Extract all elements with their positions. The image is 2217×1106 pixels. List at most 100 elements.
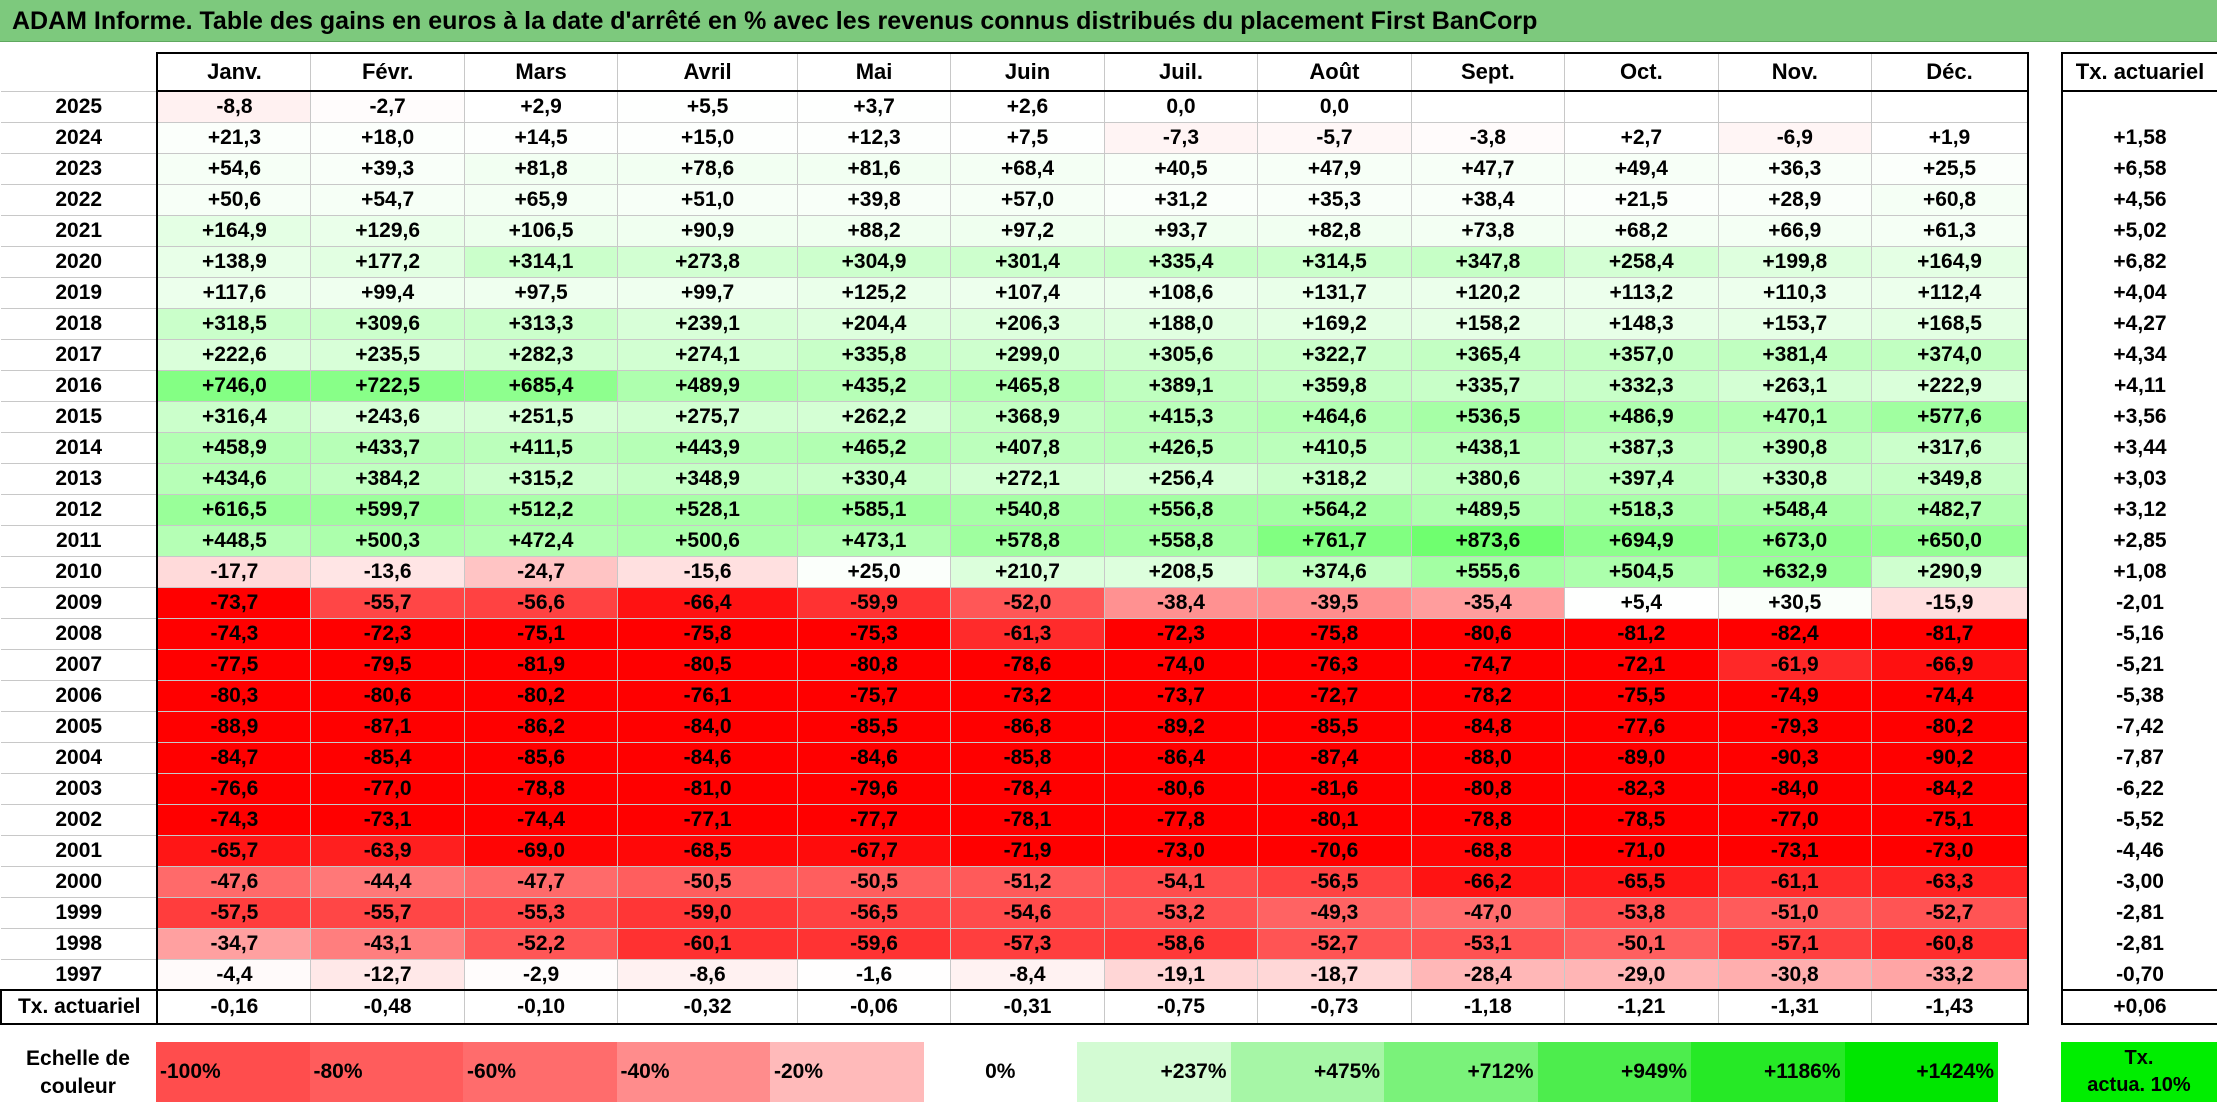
- gain-cell: -90,3: [1717, 741, 1873, 774]
- gain-cell: +673,0: [1717, 524, 1873, 557]
- gain-cell: +335,4: [1103, 245, 1259, 278]
- rate-row: [2061, 91, 2217, 122]
- gain-cell: +368,9: [950, 400, 1105, 433]
- rate-cell: -5,52: [2061, 804, 2217, 835]
- month-header: Juil.: [1103, 52, 1259, 92]
- rate-cell: +5,02: [2061, 215, 2217, 246]
- gain-cell: +153,7: [1717, 307, 1873, 340]
- gain-cell: +49,4: [1564, 152, 1719, 185]
- gain-cell: -80,5: [617, 648, 798, 681]
- year-label: 2007: [1, 648, 159, 681]
- color-scale-cell: +1424%: [1844, 1042, 1998, 1102]
- rate-row: -5,52: [2061, 804, 2217, 835]
- rate-row: +1,58: [2061, 122, 2217, 153]
- gain-cell: -72,1: [1564, 648, 1719, 681]
- month-header: Août: [1257, 52, 1412, 92]
- rate-cell: +4,27: [2061, 308, 2217, 339]
- gain-cell: +512,2: [463, 493, 619, 526]
- table-row: 2010 -17,7 -13,6 -24,7 -15,6 +25,0 +210,7 +208,…: [1, 555, 2030, 588]
- color-scale-label-line2: couleur: [40, 1075, 116, 1098]
- gain-cell: +222,6: [156, 338, 312, 371]
- rate-cell: -6,22: [2061, 773, 2217, 804]
- gain-cell: -66,4: [617, 586, 798, 619]
- year-label: 2000: [1, 865, 159, 898]
- gain-cell: +25,0: [796, 555, 952, 588]
- gain-cell: -56,6: [463, 586, 619, 619]
- gain-cell: -84,6: [617, 741, 798, 774]
- gain-cell: +206,3: [950, 307, 1105, 340]
- gain-cell: +68,2: [1564, 214, 1719, 247]
- gain-cell: -75,1: [463, 617, 619, 650]
- month-header: Mars: [463, 52, 619, 92]
- table-row: 2012 +616,5 +599,7 +512,2 +528,1 +585,1 +540,8…: [1, 493, 2030, 526]
- gain-cell: +108,6: [1103, 276, 1259, 309]
- rate-row: -5,16: [2061, 618, 2217, 649]
- gain-cell: -74,3: [156, 803, 312, 836]
- gain-cell: -76,6: [156, 772, 312, 805]
- gain-cell: -59,9: [796, 586, 952, 619]
- rate-header: Tx. actuariel: [2061, 52, 2217, 92]
- gain-cell: +374,6: [1257, 555, 1412, 588]
- month-header: Nov.: [1717, 52, 1873, 92]
- year-label: 2003: [1, 772, 159, 805]
- gain-cell: +164,9: [1871, 245, 2030, 278]
- rate-row: +6,58: [2061, 153, 2217, 184]
- rate-row: +4,56: [2061, 184, 2217, 215]
- table-row: 2008 -74,3 -72,3 -75,1 -75,8 -75,3 -61,3 -72,3-…: [1, 617, 2030, 650]
- gain-cell: +210,7: [950, 555, 1105, 588]
- gain-cell: +169,2: [1257, 307, 1412, 340]
- gain-cell: +585,1: [796, 493, 952, 526]
- gain-cell: +81,6: [796, 152, 952, 185]
- gain-cell: +387,3: [1564, 431, 1719, 464]
- gain-cell: -80,2: [463, 679, 619, 712]
- actuarial-value: -0,31: [950, 989, 1105, 1025]
- gain-cell: +318,5: [156, 307, 312, 340]
- gain-cell: +1,9: [1871, 121, 2030, 154]
- gain-cell: -85,4: [310, 741, 465, 774]
- year-label: 2002: [1, 803, 159, 836]
- gain-cell: +290,9: [1871, 555, 2030, 588]
- rate-row: -2,01: [2061, 587, 2217, 618]
- rate-cell: +3,03: [2061, 463, 2217, 494]
- gain-cell: -73,0: [1871, 834, 2030, 867]
- actuarial-total: +0,06: [2061, 989, 2217, 1025]
- rate-cell: +1,58: [2061, 122, 2217, 153]
- gain-cell: -75,5: [1564, 679, 1719, 712]
- actuarial-value: -0,73: [1257, 989, 1412, 1025]
- table-row: 2020 +138,9 +177,2 +314,1 +273,8 +304,9 +301,4…: [1, 245, 2030, 278]
- gain-cell: +556,8: [1103, 493, 1259, 526]
- gain-cell: -89,0: [1564, 741, 1719, 774]
- gain-cell: -90,2: [1871, 741, 2030, 774]
- gain-cell: +93,7: [1103, 214, 1259, 247]
- gain-cell: +258,4: [1564, 245, 1719, 278]
- gain-cell: +577,6: [1871, 400, 2030, 433]
- gain-cell: +482,7: [1871, 493, 2030, 526]
- gain-cell: -66,2: [1410, 865, 1566, 898]
- gain-cell: +632,9: [1717, 555, 1873, 588]
- gain-cell: +82,8: [1257, 214, 1412, 247]
- gain-cell: [1564, 90, 1719, 123]
- gain-cell: -77,5: [156, 648, 312, 681]
- gain-cell: +274,1: [617, 338, 798, 371]
- gain-cell: +464,6: [1257, 400, 1412, 433]
- rate-row: +6,82: [2061, 246, 2217, 277]
- actuarial-rate-legend: Tx. actua. 10%: [2061, 1042, 2217, 1102]
- gain-cell: +407,8: [950, 431, 1105, 464]
- gain-cell: -78,2: [1410, 679, 1566, 712]
- gain-cell: -38,4: [1103, 586, 1259, 619]
- rate-row: -2,81: [2061, 928, 2217, 959]
- gain-cell: +110,3: [1717, 276, 1873, 309]
- gain-cell: +263,1: [1717, 369, 1873, 402]
- rate-row: -2,81: [2061, 897, 2217, 928]
- gain-cell: +411,5: [463, 431, 619, 464]
- gain-cell: +2,7: [1564, 121, 1719, 154]
- gain-cell: -81,7: [1871, 617, 2030, 650]
- gain-cell: -80,1: [1257, 803, 1412, 836]
- rate-row: +3,12: [2061, 494, 2217, 525]
- gain-cell: +448,5: [156, 524, 312, 557]
- gain-cell: -85,5: [1257, 710, 1412, 743]
- gain-cell: +384,2: [310, 462, 465, 495]
- table-row: 2011 +448,5 +500,3 +472,4 +500,6 +473,1 +578,8…: [1, 524, 2030, 557]
- gain-cell: 0,0: [1257, 90, 1412, 123]
- gain-cell: +158,2: [1410, 307, 1566, 340]
